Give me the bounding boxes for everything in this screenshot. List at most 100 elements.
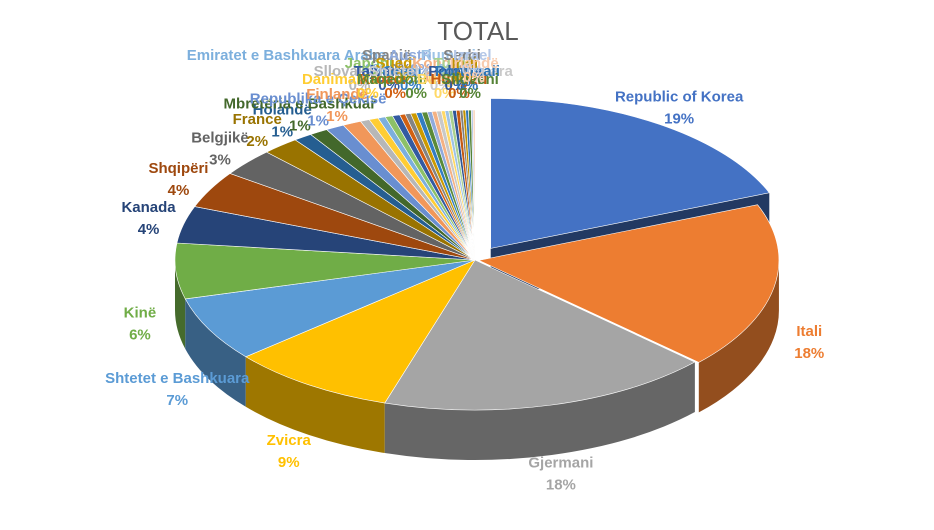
slice-label-percent: 0%	[457, 77, 479, 94]
slice-label-name: Portugali	[435, 63, 500, 80]
slice-label-name: Kanada	[121, 199, 176, 216]
slice-label-percent: 0%	[395, 69, 417, 86]
slice-label-name: Greqi	[383, 63, 422, 80]
slice-label: Kroaci 0%	[359, 71, 406, 102]
slice-label-name: Shqipëri	[148, 160, 208, 177]
slice-label-name: Indi	[451, 55, 478, 72]
slice-label-name: Kinë	[124, 304, 157, 321]
pie-slice	[472, 109, 476, 261]
slice-label: Maqedoni 0%	[357, 71, 427, 102]
slice-label-name: Sllovaki	[314, 63, 371, 80]
slice-label-percent: 0%	[441, 69, 463, 86]
slice-label-name: Holandë	[253, 101, 312, 118]
slice-label-name: Serbi	[443, 47, 481, 64]
slice-label: Emiratet e Bashkuara Arabe 0%	[187, 47, 387, 78]
slice-label: Republika e Çekisë 1%	[250, 90, 387, 129]
pie-tops	[174, 98, 780, 411]
slice-label: Serbi 0%	[443, 47, 481, 78]
slice-label: Shtetet e Bashkuara 0%	[369, 63, 514, 94]
slice-label: Irlandë 0%	[450, 55, 499, 86]
slice-label-name: Slloveni	[441, 71, 499, 88]
slice-label-percent: 1%	[271, 123, 293, 140]
slice-label: Kongo 0%	[413, 55, 460, 86]
pie-slice	[245, 259, 476, 404]
slice-label: Sllovaki 0%	[314, 63, 371, 94]
slice-label: Itali 18%	[794, 323, 824, 362]
slice-label-name: Emiratet e Bashkuara Arabe	[187, 47, 387, 64]
slice-label-name: Shtetet e Bashkuara	[369, 63, 514, 80]
slice-label-name: Danimarkë	[302, 71, 379, 88]
slice-label-percent: 18%	[794, 345, 824, 362]
slice-label: Hungari 0%	[431, 71, 488, 102]
pie-slice-side	[175, 260, 186, 349]
slice-label-name: Bullgari	[417, 71, 473, 88]
slice-label-name: Hungari	[431, 71, 488, 88]
pie-slice	[490, 98, 770, 249]
pie-slice-side	[185, 298, 246, 407]
slice-label: Holandë 1%	[253, 101, 312, 140]
slice-label-percent: 0%	[437, 61, 459, 78]
slice-label-name: Kongo	[413, 55, 460, 72]
slice-label-name: Izrael	[453, 47, 491, 64]
slice-label: Danimarkë 0%	[302, 71, 379, 102]
slice-label-percent: 0%	[378, 77, 400, 94]
slice-label-percent: 1%	[289, 118, 311, 135]
slice-label-name: France	[233, 111, 282, 128]
slice-label: Slloveni 0%	[441, 71, 499, 102]
pie-slice-side	[384, 362, 695, 460]
slice-label-name: Itali	[796, 323, 822, 340]
slice-label-percent: 0%	[430, 77, 452, 94]
slice-label-percent: 1%	[326, 108, 348, 125]
slice-label-name: Kroaci	[359, 71, 406, 88]
pie-slice	[477, 204, 780, 363]
slice-label-percent: 7%	[166, 392, 188, 409]
slice-label-name: Polonia	[428, 63, 483, 80]
slice-label-percent: 0%	[454, 69, 476, 86]
slice-label-name: Spanjë	[362, 47, 411, 64]
chart-title: TOTAL	[437, 16, 518, 46]
slice-label-name: Republika e Çekisë	[250, 90, 387, 107]
slice-label-percent: 18%	[546, 476, 576, 493]
slice-label: Austri 0%	[389, 47, 432, 78]
slice-label-percent: 0%	[425, 69, 447, 86]
slice-label-name: Mbretëria e Bashkuar	[224, 96, 377, 113]
slice-label-name: Shtetet e Bashkuara	[105, 370, 250, 387]
slice-label: Republic of Korea 19%	[615, 88, 744, 127]
slice-label: Kanada 4%	[121, 199, 176, 238]
slice-label: Spanjë 0%	[362, 47, 411, 78]
slice-label-name: Republic of Korea	[615, 88, 744, 105]
slice-label-percent: 0%	[371, 69, 393, 86]
slice-label: Finlandë 1%	[306, 86, 368, 125]
slice-label: France 2%	[233, 111, 282, 150]
slice-label: Suedi 0%	[376, 55, 417, 86]
pie-slice	[184, 259, 476, 358]
slice-label-percent: 0%	[461, 61, 483, 78]
slice-label: Izrael 0%	[453, 47, 491, 78]
slice-label-name: Austri	[389, 47, 432, 64]
slice-label-name: Maqedoni	[357, 71, 427, 88]
slice-label-percent: 0%	[459, 85, 481, 102]
slice-label-percent: 3%	[209, 152, 231, 169]
pie-labels: Republic of Korea 19% Itali 18% Gjermani 18% Z…	[105, 47, 824, 493]
slice-label: Shtetet e Bashkuara 7%	[105, 370, 250, 409]
slice-label-percent: 0%	[445, 77, 467, 94]
slice-label: Turqi 0%	[434, 55, 470, 86]
slice-label-percent: 0%	[434, 85, 456, 102]
slice-label: Indi 0%	[451, 55, 478, 86]
pie-slice	[384, 259, 696, 411]
slice-label-percent: 0%	[451, 61, 473, 78]
slice-label-name: Rumani	[421, 47, 476, 64]
slice-label: Portugali 0%	[435, 63, 500, 94]
slice-label-name: Finlandë	[306, 86, 368, 103]
slice-label-name: Turqi	[434, 55, 470, 72]
slice-label-percent: 19%	[664, 110, 694, 127]
slice-label: Zvicra 9%	[267, 432, 312, 471]
slice-label-percent: 0%	[349, 77, 371, 94]
slice-label-name: Suedi	[376, 55, 417, 72]
slice-label-percent: 6%	[129, 326, 151, 343]
slice-label-percent: 0%	[410, 61, 432, 78]
slice-label: Polonia 0%	[428, 63, 483, 94]
slice-label-name: Gjermani	[528, 454, 593, 471]
slice-label-percent: 0%	[405, 85, 427, 102]
